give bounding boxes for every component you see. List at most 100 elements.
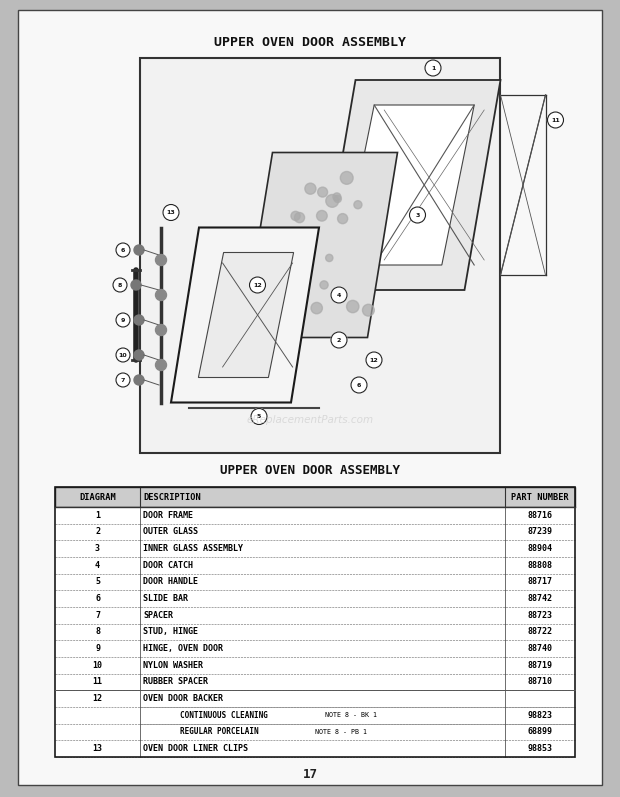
Bar <box>55 740 575 757</box>
Text: 12: 12 <box>370 358 378 363</box>
Text: DOOR FRAME: DOOR FRAME <box>143 511 193 520</box>
Circle shape <box>116 313 130 327</box>
Text: 1: 1 <box>95 511 100 520</box>
Text: 88808: 88808 <box>528 561 552 570</box>
Circle shape <box>366 352 382 368</box>
Text: 88723: 88723 <box>528 611 552 620</box>
Bar <box>55 524 575 540</box>
Text: 11: 11 <box>92 677 102 686</box>
Text: OUTER GLASS: OUTER GLASS <box>143 528 198 536</box>
Circle shape <box>347 300 359 312</box>
Text: 88742: 88742 <box>528 595 552 603</box>
Text: NOTE 8 - BK 1: NOTE 8 - BK 1 <box>325 713 377 718</box>
Polygon shape <box>171 227 319 402</box>
Text: 13: 13 <box>92 744 102 753</box>
Bar <box>55 507 575 524</box>
Text: REGULAR PORCELAIN: REGULAR PORCELAIN <box>180 728 259 736</box>
Circle shape <box>331 287 347 303</box>
Polygon shape <box>342 105 474 265</box>
Circle shape <box>334 195 342 202</box>
Polygon shape <box>198 253 294 378</box>
Text: INNER GLASS ASSEMBLY: INNER GLASS ASSEMBLY <box>143 544 243 553</box>
Bar <box>55 557 575 574</box>
Text: 6: 6 <box>121 248 125 253</box>
Text: 68899: 68899 <box>528 728 552 736</box>
Text: 6: 6 <box>357 383 361 387</box>
Text: 98823: 98823 <box>528 711 552 720</box>
Circle shape <box>131 280 141 290</box>
Text: DOOR CATCH: DOOR CATCH <box>143 561 193 570</box>
Text: 88710: 88710 <box>528 677 552 686</box>
Circle shape <box>116 373 130 387</box>
Circle shape <box>134 245 144 255</box>
Circle shape <box>425 60 441 76</box>
Circle shape <box>331 332 347 348</box>
Circle shape <box>354 201 362 209</box>
Circle shape <box>320 281 328 289</box>
Bar <box>55 487 575 757</box>
Circle shape <box>283 291 293 301</box>
Text: 4: 4 <box>337 292 341 297</box>
Text: 88740: 88740 <box>528 644 552 654</box>
Text: 5: 5 <box>95 578 100 587</box>
Circle shape <box>116 243 130 257</box>
Text: 88719: 88719 <box>528 661 552 669</box>
Bar <box>55 640 575 657</box>
Text: 98853: 98853 <box>528 744 552 753</box>
Text: 3: 3 <box>95 544 100 553</box>
Text: 8: 8 <box>118 282 122 288</box>
Text: CONTINUOUS CLEANING: CONTINUOUS CLEANING <box>180 711 268 720</box>
Text: 7: 7 <box>95 611 100 620</box>
Text: DESCRIPTION: DESCRIPTION <box>143 493 201 501</box>
Bar <box>55 724 575 740</box>
Polygon shape <box>242 152 397 337</box>
Circle shape <box>156 324 167 336</box>
Circle shape <box>337 214 348 224</box>
Bar <box>55 673 575 690</box>
Text: SPACER: SPACER <box>143 611 173 620</box>
Circle shape <box>134 350 144 360</box>
Text: DIAGRAM: DIAGRAM <box>79 493 116 501</box>
Text: 2: 2 <box>95 528 100 536</box>
Text: DOOR HANDLE: DOOR HANDLE <box>143 578 198 587</box>
Circle shape <box>317 187 327 197</box>
Bar <box>55 607 575 624</box>
Bar <box>55 707 575 724</box>
Circle shape <box>163 205 179 221</box>
Circle shape <box>294 213 304 222</box>
Text: 11: 11 <box>551 117 560 123</box>
Circle shape <box>134 375 144 385</box>
Text: NOTE 8 - PB 1: NOTE 8 - PB 1 <box>315 729 367 735</box>
Polygon shape <box>319 80 500 290</box>
Circle shape <box>340 171 353 184</box>
Text: HINGE, OVEN DOOR: HINGE, OVEN DOOR <box>143 644 223 654</box>
Bar <box>55 540 575 557</box>
Text: 10: 10 <box>92 661 102 669</box>
Text: 12: 12 <box>253 282 262 288</box>
Circle shape <box>326 254 333 261</box>
Bar <box>55 574 575 591</box>
Text: OVEN DOOR LINER CLIPS: OVEN DOOR LINER CLIPS <box>143 744 248 753</box>
Circle shape <box>326 194 339 207</box>
Circle shape <box>251 409 267 425</box>
Circle shape <box>134 315 144 325</box>
Text: 8: 8 <box>95 627 100 637</box>
Circle shape <box>249 277 265 293</box>
Circle shape <box>156 289 167 300</box>
Text: NYLON WASHER: NYLON WASHER <box>143 661 203 669</box>
Text: 9: 9 <box>95 644 100 654</box>
Bar <box>140 58 500 453</box>
Circle shape <box>113 278 127 292</box>
Text: 88716: 88716 <box>528 511 552 520</box>
Text: 10: 10 <box>118 352 127 358</box>
Text: 87239: 87239 <box>528 528 552 536</box>
Text: 9: 9 <box>121 317 125 323</box>
Circle shape <box>282 298 290 307</box>
Bar <box>55 657 575 673</box>
Circle shape <box>291 211 300 221</box>
Circle shape <box>305 183 316 194</box>
Text: 88717: 88717 <box>528 578 552 587</box>
Circle shape <box>409 207 425 223</box>
Circle shape <box>317 210 327 221</box>
Text: PART NUMBER: PART NUMBER <box>511 493 569 501</box>
